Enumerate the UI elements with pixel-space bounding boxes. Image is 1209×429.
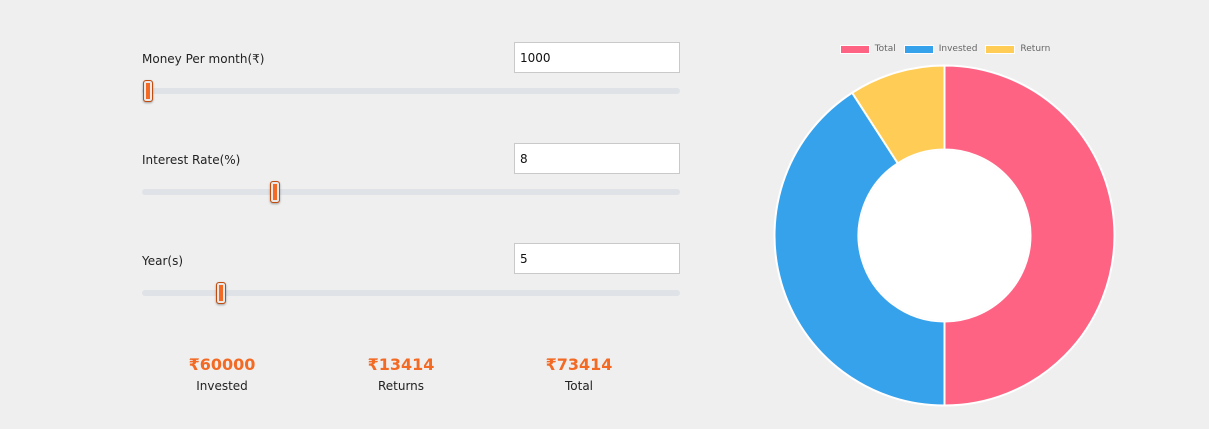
slice-return[interactable] bbox=[850, 64, 946, 165]
slice-total[interactable] bbox=[943, 64, 1116, 407]
returns-stat: ₹13414 Returns bbox=[321, 354, 481, 393]
doughnut-svg bbox=[773, 64, 1116, 407]
invested-amount: ₹60000 bbox=[188, 355, 256, 374]
legend-label: Return bbox=[1020, 44, 1051, 54]
total-label: Total bbox=[564, 379, 594, 393]
chart-legend: Total Invested Return bbox=[760, 44, 1130, 54]
years-slider-thumb[interactable] bbox=[216, 282, 227, 304]
legend-label: Invested bbox=[938, 44, 978, 54]
money-per-month-field: Money Per month(₹) bbox=[142, 42, 680, 102]
interest-rate-label: Interest Rate(%) bbox=[142, 153, 241, 167]
slice-invested[interactable] bbox=[773, 91, 946, 407]
legend-item-return[interactable]: Return bbox=[985, 44, 1050, 54]
returns-amount: ₹13414 bbox=[367, 355, 435, 374]
legend-swatch bbox=[839, 44, 870, 54]
interest-rate-input[interactable] bbox=[514, 143, 680, 174]
years-input[interactable] bbox=[514, 243, 680, 274]
legend-item-invested[interactable]: Invested bbox=[903, 44, 978, 54]
total-stat: ₹73414 Total bbox=[499, 354, 659, 393]
invested-stat: ₹60000 Invested bbox=[142, 354, 302, 393]
interest-rate-slider-track[interactable] bbox=[142, 181, 680, 203]
doughnut-hole bbox=[859, 150, 1030, 321]
legend-item-total[interactable]: Total bbox=[839, 44, 896, 54]
doughnut-chart: Total Invested Return bbox=[760, 30, 1130, 420]
legend-swatch bbox=[903, 44, 934, 54]
total-amount: ₹73414 bbox=[545, 355, 613, 374]
years-field: Year(s) bbox=[142, 243, 680, 304]
legend-swatch bbox=[985, 44, 1016, 54]
invested-label: Invested bbox=[196, 379, 248, 393]
interest-rate-field: Interest Rate(%) bbox=[142, 143, 680, 203]
money-per-month-input[interactable] bbox=[514, 42, 680, 73]
sip-calculator-panel: Money Per month(₹) Interest Rate(%) Year… bbox=[142, 0, 680, 429]
money-per-month-slider-thumb[interactable] bbox=[142, 80, 153, 102]
interest-rate-slider-thumb[interactable] bbox=[269, 181, 280, 203]
years-label: Year(s) bbox=[142, 254, 184, 268]
legend-label: Total bbox=[874, 44, 896, 54]
years-slider-track[interactable] bbox=[142, 282, 680, 304]
returns-label: Returns bbox=[377, 379, 425, 393]
money-per-month-slider-track[interactable] bbox=[142, 80, 680, 102]
money-per-month-label: Money Per month(₹) bbox=[142, 52, 265, 66]
